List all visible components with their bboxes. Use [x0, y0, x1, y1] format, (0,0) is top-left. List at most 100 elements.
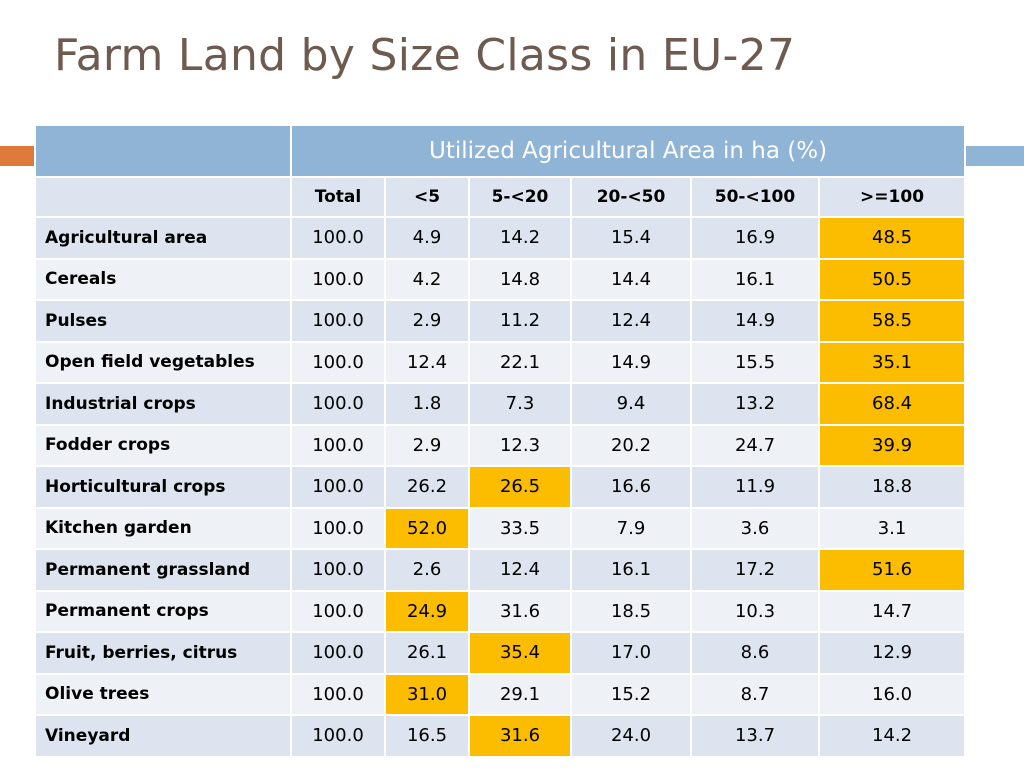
table-row: Agricultural area 100.0 4.9 14.2 15.4 16.9 48.…	[34, 216, 967, 260]
table-cell: 4.9	[384, 216, 470, 260]
table-cell: 11.2	[468, 299, 572, 343]
row-label: Fruit, berries, citrus	[34, 631, 292, 675]
table-cell: 13.2	[690, 382, 820, 426]
table-row: Industrial crops 100.0 1.8 7.3 9.4 13.2 68.4	[34, 382, 967, 426]
table-cell: 12.4	[468, 548, 572, 592]
table-cell: 22.1	[468, 340, 572, 384]
highlighted-cell: 39.9	[817, 423, 967, 467]
table-cell: 14.2	[817, 714, 967, 758]
table-cell: 24.0	[570, 714, 692, 758]
table-cell: 14.2	[468, 216, 572, 260]
table-row: Horticultural crops 100.0 26.2 26.5 16.6 11.9…	[34, 465, 967, 509]
table-row: Vineyard 100.0 16.5 31.6 24.0 13.7 14.2	[34, 714, 967, 758]
highlighted-cell: 24.9	[384, 589, 470, 633]
row-label: Horticultural crops	[34, 465, 292, 509]
table-cell: 20.2	[570, 423, 692, 467]
table-cell: 14.9	[570, 340, 692, 384]
table-cell: 100.0	[290, 465, 386, 509]
column-header: Total	[290, 176, 386, 218]
column-header: >=100	[817, 176, 967, 218]
table-header-row: Total <5 5-<20 20-<50 50-<100 >=100	[34, 176, 967, 218]
row-label: Industrial crops	[34, 382, 292, 426]
table-row: Fruit, berries, citrus 100.0 26.1 35.4 17.0 8…	[34, 631, 967, 675]
table-cell: 16.0	[817, 672, 967, 716]
table-cell: 18.5	[570, 589, 692, 633]
table-cell: 14.4	[570, 257, 692, 301]
column-header: 20-<50	[570, 176, 692, 218]
row-label: Fodder crops	[34, 423, 292, 467]
size-class-table: Utilized Agricultural Area in ha (%) Tot…	[34, 124, 967, 758]
table-cell: 2.9	[384, 423, 470, 467]
table-cell: 100.0	[290, 423, 386, 467]
table-row: Olive trees 100.0 31.0 29.1 15.2 8.7 16.0	[34, 672, 967, 716]
table-cell: 100.0	[290, 672, 386, 716]
table-cell: 100.0	[290, 506, 386, 550]
table-row: Fodder crops 100.0 2.9 12.3 20.2 24.7 39.9	[34, 423, 967, 467]
table-cell: 16.1	[690, 257, 820, 301]
table-cell: 100.0	[290, 548, 386, 592]
highlighted-cell: 58.5	[817, 299, 967, 343]
highlighted-cell: 31.6	[468, 714, 572, 758]
table-cell: 100.0	[290, 631, 386, 675]
row-label: Permanent grassland	[34, 548, 292, 592]
table-cell: 11.9	[690, 465, 820, 509]
table-cell: 14.8	[468, 257, 572, 301]
row-label: Olive trees	[34, 672, 292, 716]
table-cell: 7.3	[468, 382, 572, 426]
table-cell: 100.0	[290, 714, 386, 758]
table-cell: 17.2	[690, 548, 820, 592]
row-label: Open field vegetables	[34, 340, 292, 384]
table-cell: 12.4	[570, 299, 692, 343]
table-cell: 3.6	[690, 506, 820, 550]
table-row: Permanent crops 100.0 24.9 31.6 18.5 10.3 14.7	[34, 589, 967, 633]
row-label: Vineyard	[34, 714, 292, 758]
row-label: Agricultural area	[34, 216, 292, 260]
table-cell: 26.2	[384, 465, 470, 509]
highlighted-cell: 52.0	[384, 506, 470, 550]
table-cell: 16.5	[384, 714, 470, 758]
table-cell: 12.9	[817, 631, 967, 675]
highlighted-cell: 35.4	[468, 631, 572, 675]
row-label: Pulses	[34, 299, 292, 343]
slide-title: Farm Land by Size Class in EU-27	[54, 30, 796, 81]
table-cell: 16.1	[570, 548, 692, 592]
table-cell: 100.0	[290, 340, 386, 384]
table-cell: 29.1	[468, 672, 572, 716]
table-cell: 100.0	[290, 382, 386, 426]
table-row: Pulses 100.0 2.9 11.2 12.4 14.9 58.5	[34, 299, 967, 343]
table-body: Agricultural area 100.0 4.9 14.2 15.4 16.9 48.…	[34, 216, 967, 758]
table-cell: 15.5	[690, 340, 820, 384]
highlighted-cell: 31.0	[384, 672, 470, 716]
accent-bar-right	[964, 146, 1024, 166]
table-banner-row: Utilized Agricultural Area in ha (%)	[34, 124, 967, 178]
table-row: Open field vegetables 100.0 12.4 22.1 14.9 15…	[34, 340, 967, 384]
table-row: Cereals 100.0 4.2 14.8 14.4 16.1 50.5	[34, 257, 967, 301]
highlighted-cell: 68.4	[817, 382, 967, 426]
table-cell: 2.6	[384, 548, 470, 592]
table-cell: 33.5	[468, 506, 572, 550]
column-header: 50-<100	[690, 176, 820, 218]
column-header: <5	[384, 176, 470, 218]
table-cell: 26.1	[384, 631, 470, 675]
table-cell: 18.8	[817, 465, 967, 509]
table-cell: 9.4	[570, 382, 692, 426]
table-cell: 100.0	[290, 257, 386, 301]
table-cell: 100.0	[290, 589, 386, 633]
table-cell: 3.1	[817, 506, 967, 550]
table-cell: 14.7	[817, 589, 967, 633]
table-cell: 16.9	[690, 216, 820, 260]
table-row: Kitchen garden 100.0 52.0 33.5 7.9 3.6 3.1	[34, 506, 967, 550]
table-cell: 31.6	[468, 589, 572, 633]
highlighted-cell: 48.5	[817, 216, 967, 260]
table-cell: 8.6	[690, 631, 820, 675]
highlighted-cell: 26.5	[468, 465, 572, 509]
table-cell: 100.0	[290, 299, 386, 343]
table-cell: 8.7	[690, 672, 820, 716]
table-cell: 7.9	[570, 506, 692, 550]
table-cell: 14.9	[690, 299, 820, 343]
highlighted-cell: 50.5	[817, 257, 967, 301]
table-cell: 2.9	[384, 299, 470, 343]
row-label: Permanent crops	[34, 589, 292, 633]
table-cell: 24.7	[690, 423, 820, 467]
row-label: Kitchen garden	[34, 506, 292, 550]
